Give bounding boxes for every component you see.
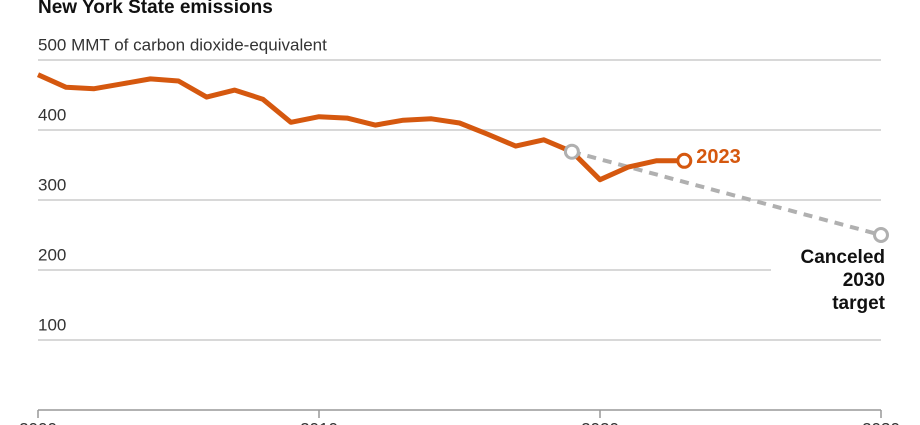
end-label: 2030 — [843, 270, 885, 291]
point-marker — [563, 143, 580, 160]
end-label: target — [832, 293, 885, 314]
end-label: Canceled — [801, 247, 885, 268]
end-label: 2023 — [696, 146, 741, 168]
chart-title: New York State emissions — [38, 0, 273, 18]
y-tick-label: 200 — [38, 245, 66, 264]
y-tick-label: 100 — [38, 315, 66, 334]
y-tick-label: 300 — [38, 175, 66, 194]
point-marker — [676, 152, 693, 169]
point-marker — [873, 227, 889, 243]
x-tick-label: 2020 — [581, 419, 619, 425]
y-tick-label: 400 — [38, 105, 66, 124]
x-tick-label: 2010 — [300, 419, 338, 425]
series-line — [571, 149, 882, 237]
label-backdrop — [771, 243, 883, 323]
y-tick-label: 500 MMT of carbon dioxide-equivalent — [38, 35, 327, 54]
series-line — [36, 72, 685, 183]
x-tick-label: 2000 — [19, 419, 57, 425]
x-tick-label: 2030 — [862, 419, 900, 425]
